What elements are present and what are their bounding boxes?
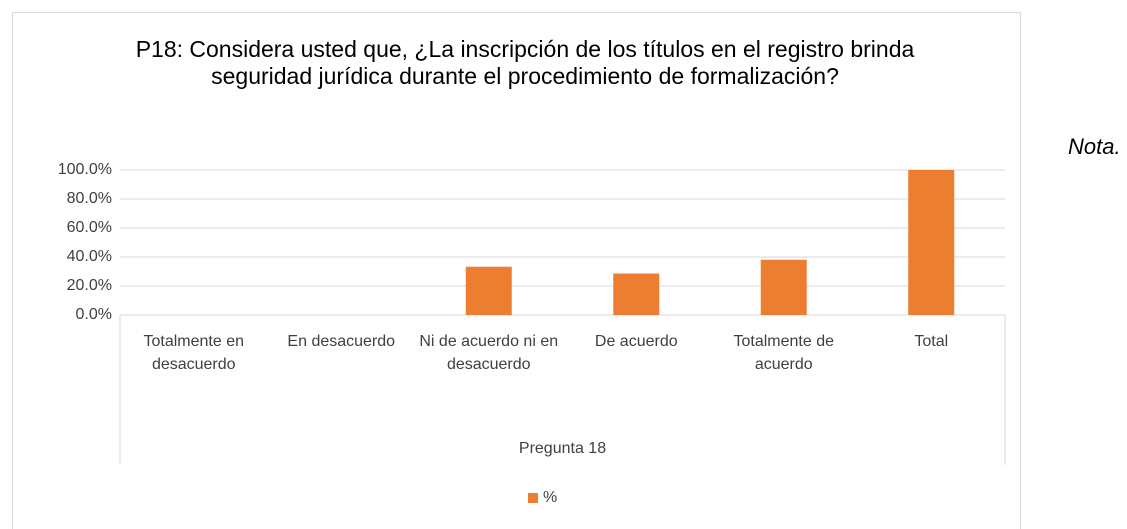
y-tick-label: 0.0% xyxy=(76,306,112,323)
y-tick-label: 100.0% xyxy=(58,161,112,178)
note: Nota. xyxy=(1068,134,1121,159)
y-tick-label: 60.0% xyxy=(67,219,112,236)
y-tick-label: 20.0% xyxy=(67,277,112,294)
x-tick-label: En desacuerdo xyxy=(287,333,395,350)
legend-label: % xyxy=(543,489,557,506)
y-tick-label: 40.0% xyxy=(67,248,112,265)
bar xyxy=(908,170,955,315)
legend-swatch xyxy=(528,493,538,503)
x-tick-label: De acuerdo xyxy=(595,333,678,350)
x-tick-label: Totalmente de acuerdo xyxy=(733,333,834,373)
bar xyxy=(613,273,660,315)
x-tick-label: Ni de acuerdo ni en desacuerdo xyxy=(419,333,558,373)
y-tick-label: 80.0% xyxy=(67,190,112,207)
x-tick-label: Total xyxy=(914,333,948,350)
chart-title: P18: Considera usted que, ¿La inscripció… xyxy=(135,36,915,89)
bar xyxy=(465,266,512,315)
bar xyxy=(760,259,807,315)
x-axis-title: Pregunta 18 xyxy=(519,440,606,457)
chart-frame xyxy=(12,12,1021,529)
x-tick-label: Totalmente en desacuerdo xyxy=(143,333,244,373)
